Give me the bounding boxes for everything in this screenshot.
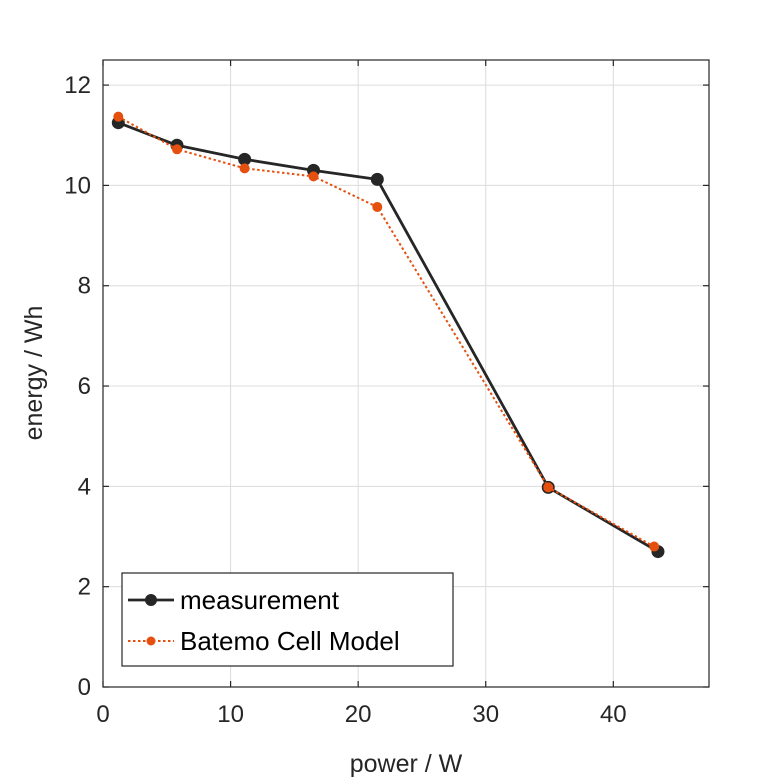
- x-axis-label: power / W: [350, 750, 463, 778]
- grid-lines: [102, 60, 709, 688]
- y-tick-label: 6: [78, 373, 91, 400]
- x-tick-label: 20: [345, 701, 372, 728]
- y-tick-label: 2: [78, 574, 91, 601]
- legend-entry-label: measurement: [180, 585, 340, 615]
- legend-marker-swatch: [146, 636, 156, 646]
- data-point: [543, 482, 554, 493]
- legend-entry-label: Batemo Cell Model: [180, 626, 400, 656]
- x-tick-label: 10: [217, 701, 244, 728]
- y-tick-label: 12: [64, 72, 91, 99]
- plot-frame: [102, 59, 710, 688]
- data-point: [239, 163, 250, 174]
- data-point: [171, 144, 182, 155]
- data-point: [649, 541, 660, 552]
- legend-box: [121, 572, 454, 667]
- data-point: [372, 201, 383, 212]
- legend-marker-swatch: [145, 594, 157, 606]
- y-axis-label: energy / Wh: [20, 306, 48, 441]
- y-tick-label: 10: [64, 172, 91, 199]
- x-tick-label: 0: [96, 701, 109, 728]
- y-tick-label: 8: [78, 273, 91, 300]
- y-tick-label: 0: [78, 674, 91, 701]
- legend: measurement Batemo Cell Model: [121, 572, 454, 667]
- data-point: [308, 171, 319, 182]
- series-layer: [111, 111, 665, 559]
- axis-ticks: 0 10 20 30 40 0 2 4 6 8 10 12: [64, 60, 709, 728]
- x-tick-label: 40: [600, 701, 627, 728]
- data-point: [113, 111, 124, 122]
- x-tick-label: 30: [472, 701, 499, 728]
- data-point: [370, 172, 384, 186]
- y-tick-label: 4: [78, 473, 91, 500]
